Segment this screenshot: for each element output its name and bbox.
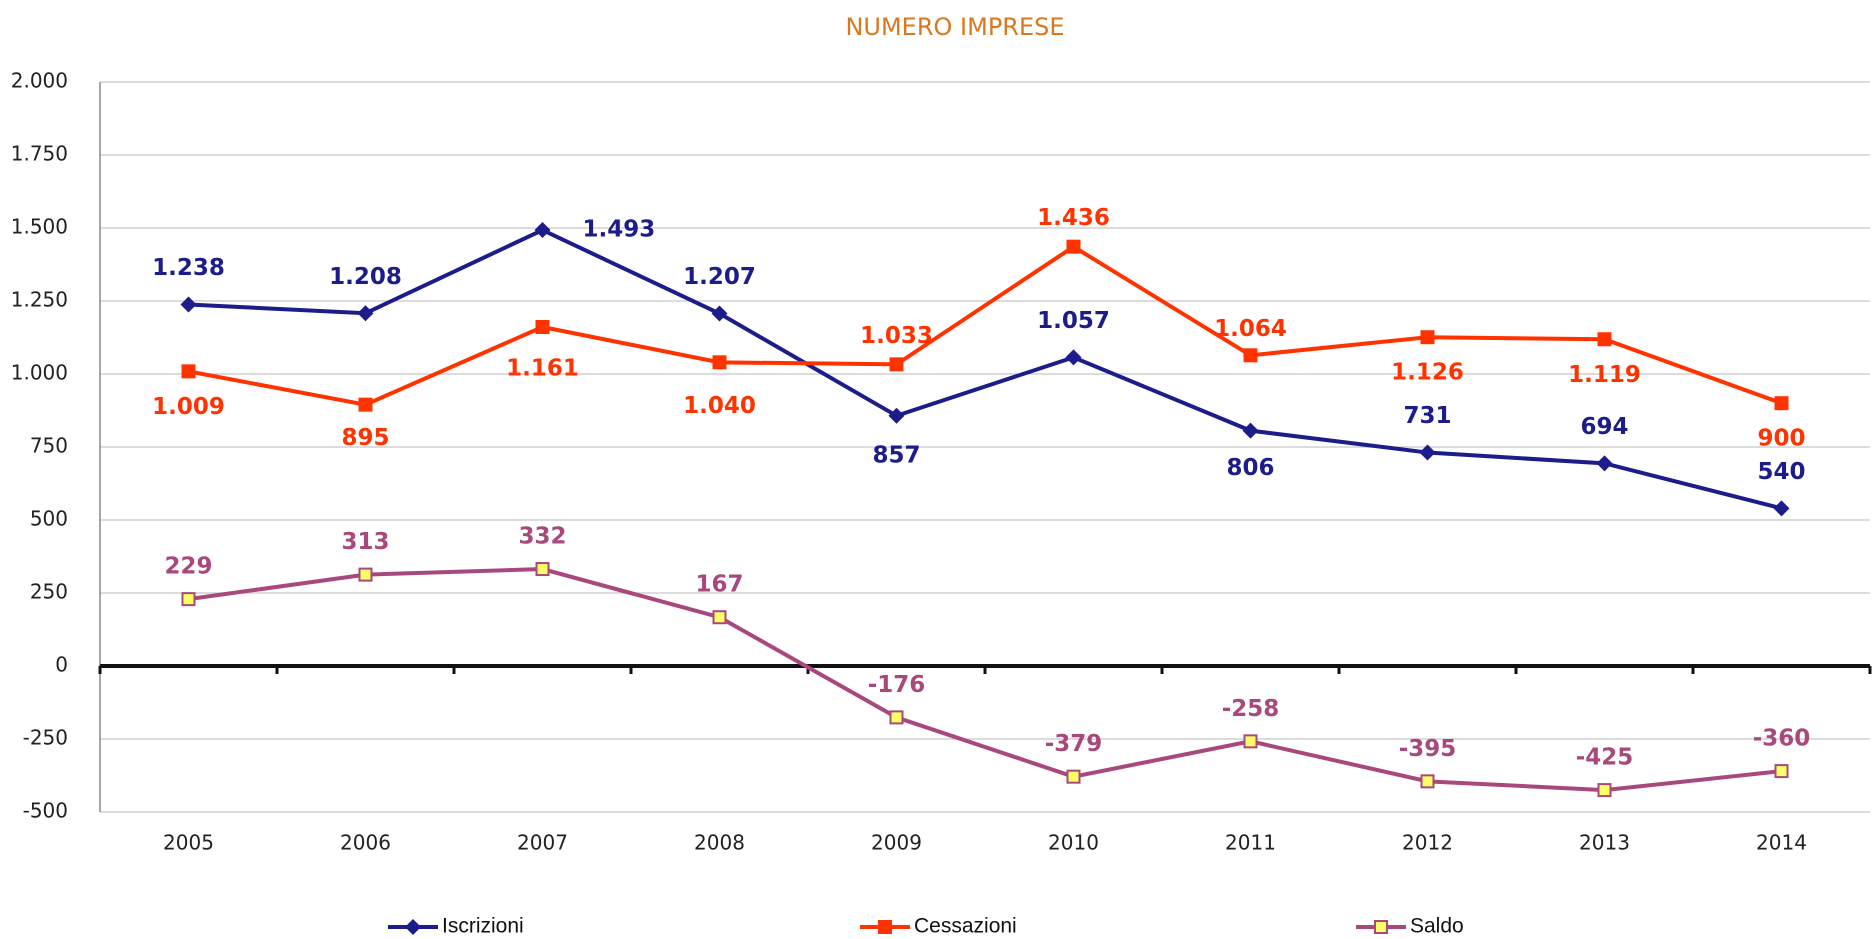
marker bbox=[1597, 783, 1612, 798]
data-label: 1.033 bbox=[860, 323, 933, 349]
marker bbox=[1420, 774, 1435, 789]
legend-label: Saldo bbox=[1410, 915, 1464, 938]
data-label: 1.040 bbox=[683, 393, 756, 419]
series-line bbox=[188, 567, 1782, 793]
marker bbox=[358, 397, 373, 412]
data-label: 1.057 bbox=[1037, 308, 1110, 334]
chart-title: NUMERO IMPRESE bbox=[845, 13, 1064, 41]
data-label: 806 bbox=[1226, 455, 1274, 481]
marker bbox=[1773, 500, 1790, 517]
data-label: -258 bbox=[1222, 696, 1280, 722]
marker bbox=[357, 305, 374, 322]
data-label: 731 bbox=[1403, 403, 1451, 429]
data-label: 1.126 bbox=[1391, 360, 1464, 386]
marker bbox=[1243, 734, 1258, 749]
data-label: 1.161 bbox=[506, 355, 579, 381]
data-label: 540 bbox=[1757, 459, 1805, 485]
series-line bbox=[188, 227, 1782, 511]
x-tick-label: 2014 bbox=[1756, 831, 1807, 855]
data-label: 1.009 bbox=[152, 394, 225, 420]
marker bbox=[1774, 764, 1789, 779]
marker bbox=[712, 610, 727, 625]
data-label: 1.436 bbox=[1037, 205, 1110, 231]
x-tick-label: 2006 bbox=[340, 831, 391, 855]
y-tick-label: 1.750 bbox=[11, 142, 68, 166]
data-label: 167 bbox=[695, 572, 743, 598]
y-tick-label: -250 bbox=[23, 726, 68, 750]
marker bbox=[181, 364, 196, 379]
marker bbox=[1420, 330, 1435, 345]
data-label: 1.238 bbox=[152, 255, 225, 281]
x-tick-label: 2011 bbox=[1225, 831, 1276, 855]
marker bbox=[711, 305, 728, 322]
legend-label: Cessazioni bbox=[914, 915, 1017, 938]
data-label: -379 bbox=[1045, 731, 1103, 757]
y-tick-label: 750 bbox=[30, 434, 68, 458]
data-label: 1.207 bbox=[683, 264, 756, 290]
data-label: 1.208 bbox=[329, 264, 402, 290]
legend-marker bbox=[878, 920, 892, 934]
data-label: 1.119 bbox=[1568, 362, 1641, 388]
marker bbox=[1596, 455, 1613, 472]
y-tick-label: 2.000 bbox=[11, 69, 68, 93]
data-label: 694 bbox=[1580, 414, 1628, 440]
legend-marker bbox=[1374, 920, 1388, 934]
data-label: 332 bbox=[518, 524, 566, 550]
marker bbox=[1066, 769, 1081, 784]
marker bbox=[1065, 349, 1082, 366]
x-tick-label: 2013 bbox=[1579, 831, 1630, 855]
x-tick-label: 2007 bbox=[517, 831, 568, 855]
marker bbox=[889, 357, 904, 372]
marker bbox=[1774, 396, 1789, 411]
x-tick-label: 2012 bbox=[1402, 831, 1453, 855]
data-label: 857 bbox=[872, 442, 920, 468]
data-label: 229 bbox=[164, 554, 212, 580]
marker bbox=[888, 407, 905, 424]
data-label: -425 bbox=[1576, 745, 1634, 771]
legend-marker bbox=[405, 919, 421, 935]
marker bbox=[535, 562, 550, 577]
marker bbox=[1243, 348, 1258, 363]
marker bbox=[1066, 239, 1081, 254]
y-tick-label: -500 bbox=[23, 799, 68, 823]
x-tick-label: 2008 bbox=[694, 831, 745, 855]
data-label: 1.493 bbox=[583, 217, 656, 243]
y-tick-label: 1.250 bbox=[11, 288, 68, 312]
y-tick-label: 250 bbox=[30, 580, 68, 604]
x-tick-label: 2009 bbox=[871, 831, 922, 855]
marker bbox=[889, 710, 904, 725]
marker bbox=[180, 296, 197, 313]
data-label: 900 bbox=[1757, 426, 1805, 452]
marker bbox=[181, 592, 196, 607]
x-tick-label: 2005 bbox=[163, 831, 214, 855]
marker bbox=[358, 567, 373, 582]
y-tick-label: 0 bbox=[55, 653, 68, 677]
y-tick-label: 1.500 bbox=[11, 215, 68, 239]
marker bbox=[712, 355, 727, 370]
x-tick-label: 2010 bbox=[1048, 831, 1099, 855]
data-label: -176 bbox=[868, 672, 926, 698]
marker bbox=[535, 319, 550, 334]
data-label: -395 bbox=[1399, 736, 1457, 762]
data-label: -360 bbox=[1753, 726, 1811, 752]
marker bbox=[1597, 332, 1612, 347]
marker bbox=[534, 222, 551, 239]
series-line bbox=[188, 244, 1783, 407]
y-tick-label: 1.000 bbox=[11, 361, 68, 385]
y-tick-label: 500 bbox=[30, 507, 68, 531]
data-label: 1.064 bbox=[1214, 316, 1287, 342]
legend-label: Iscrizioni bbox=[442, 915, 524, 938]
data-label: 895 bbox=[341, 425, 389, 451]
data-label: 313 bbox=[341, 529, 389, 555]
marker bbox=[1419, 444, 1436, 461]
marker bbox=[1242, 422, 1259, 439]
